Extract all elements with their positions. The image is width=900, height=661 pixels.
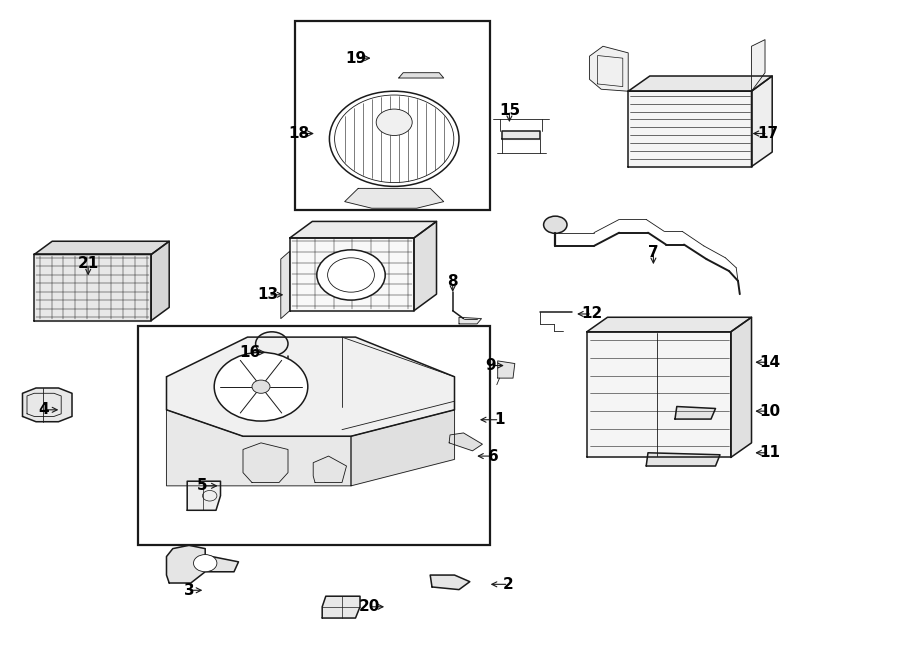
Bar: [138, 326, 490, 545]
Polygon shape: [290, 238, 414, 311]
Polygon shape: [243, 443, 288, 483]
Polygon shape: [449, 433, 482, 451]
Circle shape: [376, 109, 412, 136]
Polygon shape: [351, 410, 454, 486]
Polygon shape: [498, 361, 515, 378]
Text: 12: 12: [581, 307, 603, 321]
Text: 9: 9: [485, 358, 496, 373]
Polygon shape: [345, 188, 444, 208]
Text: 14: 14: [759, 355, 780, 369]
Text: 13: 13: [257, 288, 279, 302]
Polygon shape: [731, 317, 752, 457]
Polygon shape: [166, 337, 454, 436]
Text: 15: 15: [499, 103, 520, 118]
Text: 10: 10: [759, 404, 780, 418]
Text: 1: 1: [494, 412, 505, 427]
Text: 21: 21: [77, 256, 99, 271]
Polygon shape: [502, 131, 540, 139]
Polygon shape: [22, 388, 72, 422]
Polygon shape: [628, 91, 752, 167]
Text: 18: 18: [288, 126, 310, 141]
Polygon shape: [313, 456, 346, 483]
Text: 5: 5: [197, 479, 208, 493]
Polygon shape: [166, 410, 351, 486]
Text: 16: 16: [239, 345, 261, 360]
Polygon shape: [34, 254, 151, 321]
Circle shape: [194, 555, 217, 572]
Text: 11: 11: [759, 446, 780, 460]
Polygon shape: [587, 317, 752, 332]
Polygon shape: [281, 251, 290, 319]
Text: 2: 2: [503, 577, 514, 592]
Bar: [295, 21, 490, 210]
Polygon shape: [34, 241, 169, 254]
Polygon shape: [752, 76, 772, 167]
Circle shape: [544, 216, 567, 233]
Text: 8: 8: [447, 274, 458, 289]
Polygon shape: [414, 221, 436, 311]
Text: 19: 19: [345, 51, 366, 65]
Polygon shape: [166, 545, 238, 583]
Polygon shape: [590, 46, 628, 91]
Text: 7: 7: [648, 245, 659, 260]
Circle shape: [252, 380, 270, 393]
Text: 4: 4: [38, 403, 49, 417]
Polygon shape: [675, 407, 716, 419]
Polygon shape: [752, 40, 765, 91]
Polygon shape: [151, 241, 169, 321]
Circle shape: [214, 352, 308, 421]
Text: 3: 3: [184, 583, 194, 598]
Polygon shape: [646, 453, 720, 466]
Polygon shape: [459, 317, 482, 324]
Polygon shape: [399, 73, 444, 78]
Circle shape: [256, 332, 288, 356]
Polygon shape: [430, 575, 470, 590]
Polygon shape: [587, 332, 731, 457]
Polygon shape: [290, 221, 436, 238]
Circle shape: [317, 250, 385, 300]
Text: 17: 17: [757, 126, 778, 141]
Text: 20: 20: [358, 600, 380, 614]
Polygon shape: [628, 76, 772, 91]
Polygon shape: [187, 481, 220, 510]
Text: 6: 6: [488, 449, 499, 463]
Polygon shape: [322, 596, 360, 618]
